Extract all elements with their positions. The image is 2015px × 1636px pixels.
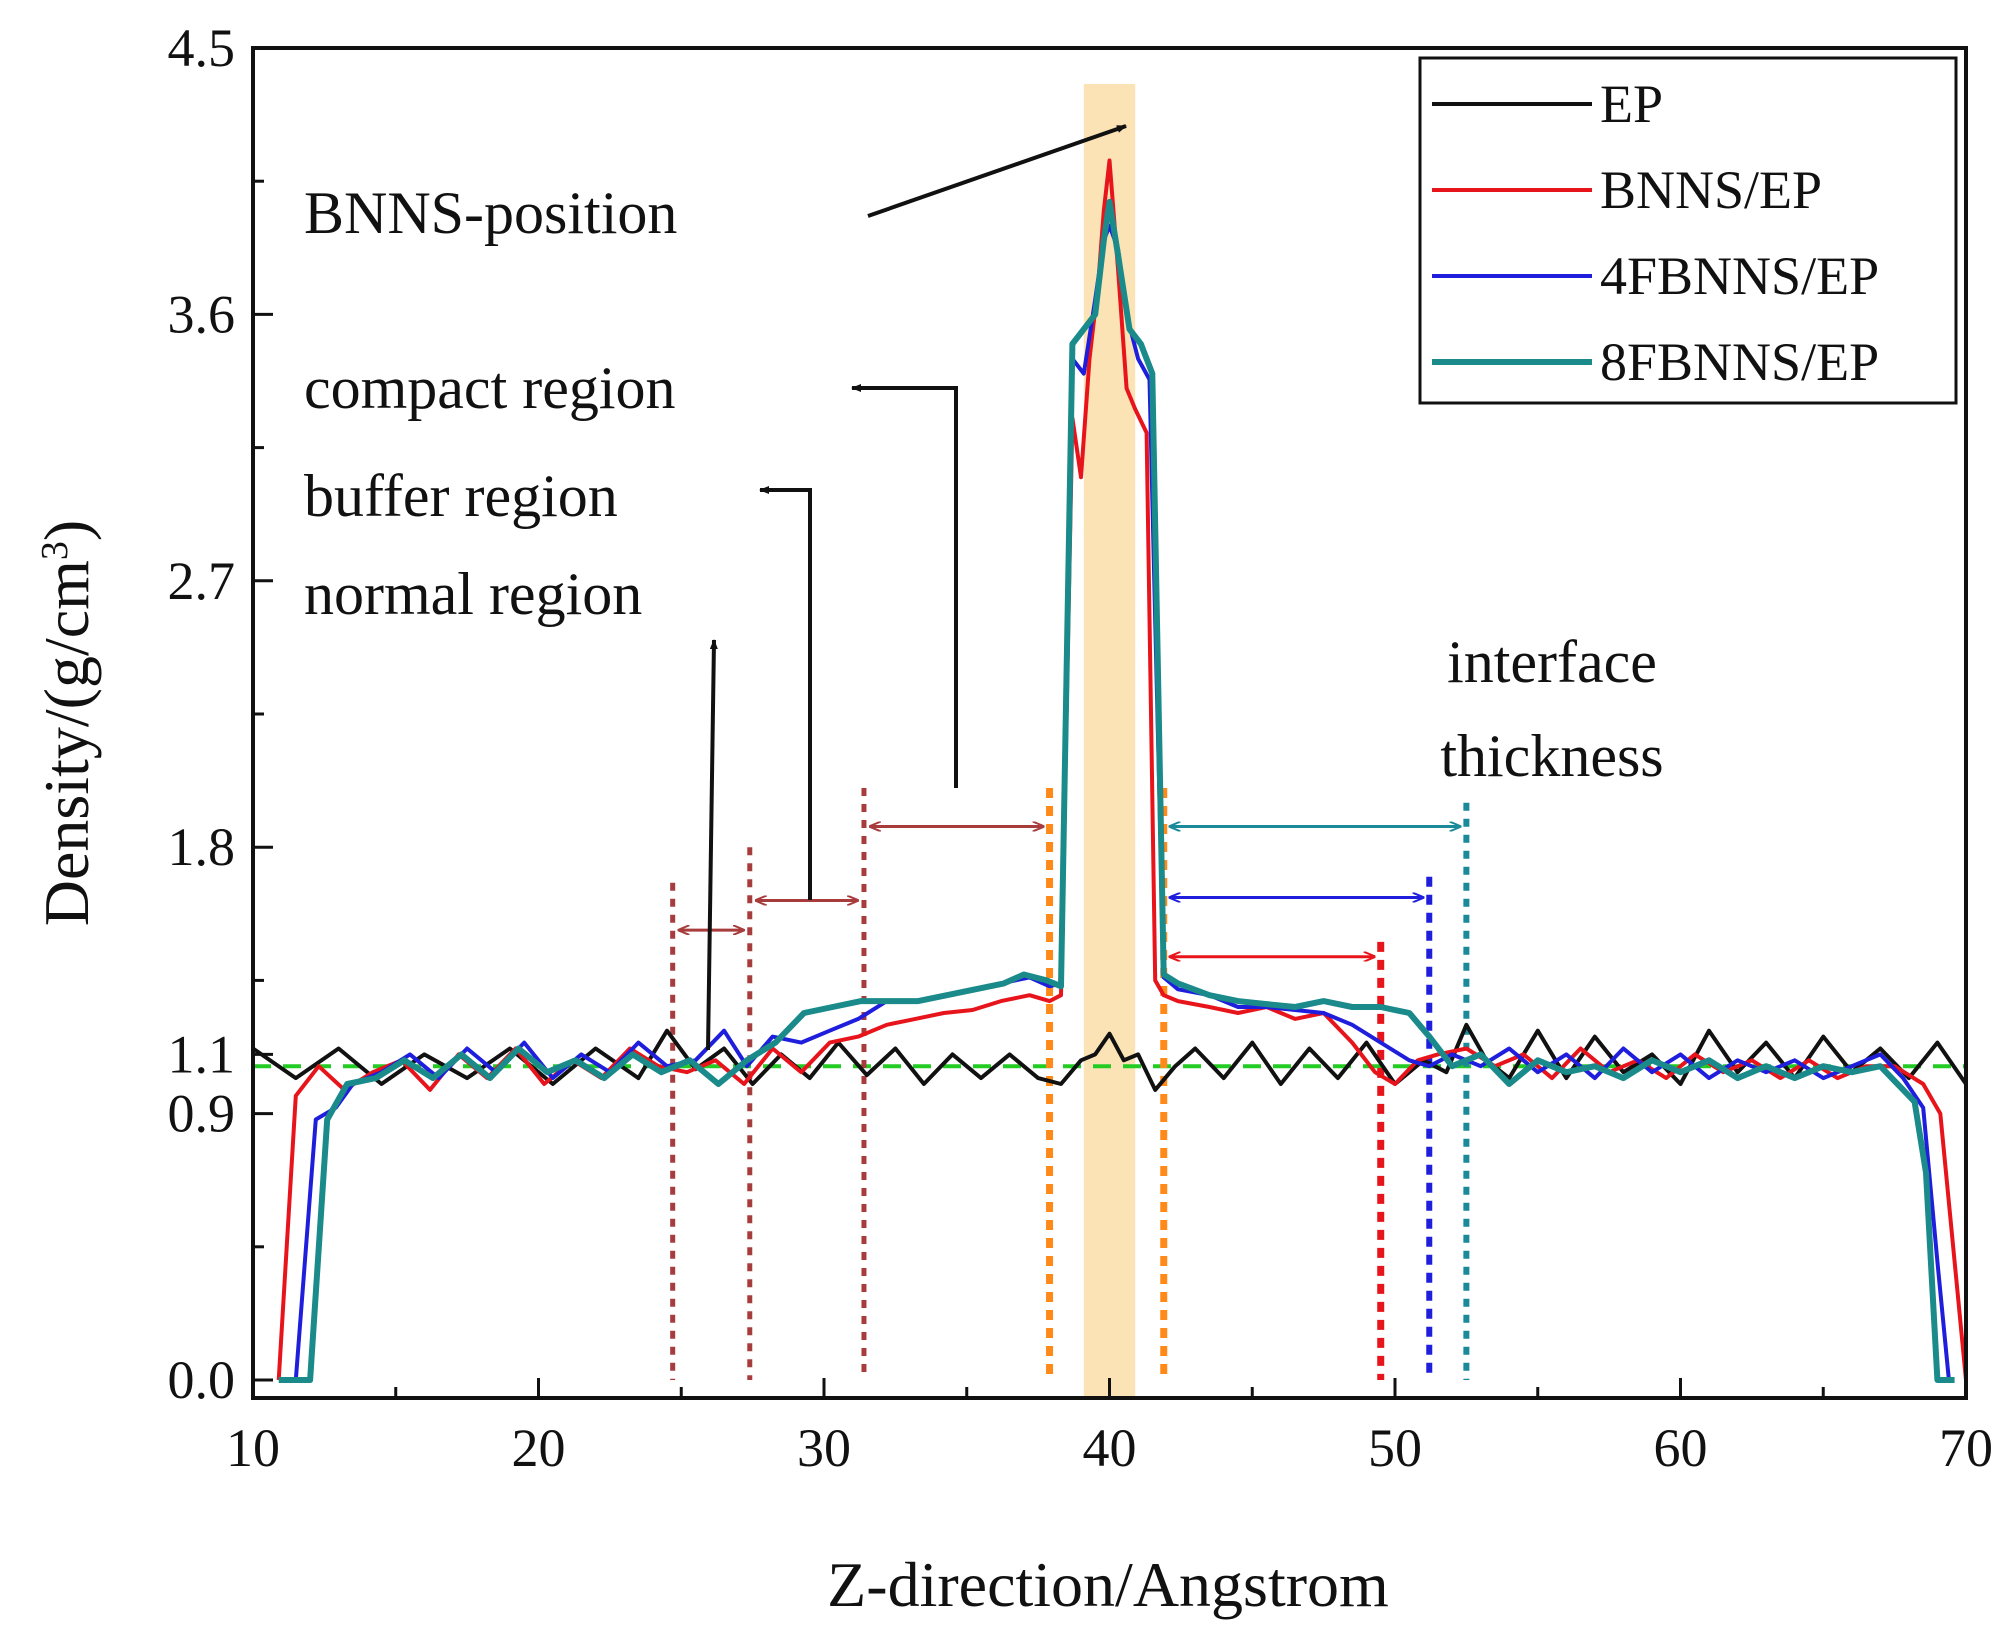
legend-label-2: 4FBNNS/EP xyxy=(1600,246,1879,306)
legend-label-0: EP xyxy=(1600,74,1663,134)
buffer-region-arrow xyxy=(759,486,812,900)
x-tick-label-5: 60 xyxy=(1654,1418,1708,1478)
legend-box xyxy=(1418,56,1958,405)
y-tick-label-3: 1.8 xyxy=(168,817,236,877)
bnns-position-arrow xyxy=(867,124,1127,218)
series-line-0 xyxy=(251,1022,1968,1092)
y-tick-label-0: 0.0 xyxy=(168,1350,236,1410)
normal-region-arrow xyxy=(706,639,718,1051)
interface-thickness-label-line1: interface xyxy=(1447,629,1657,695)
x-tick-label-1: 20 xyxy=(512,1418,566,1478)
x-tick-label-3: 40 xyxy=(1083,1418,1137,1478)
y-tick-label-6: 4.5 xyxy=(168,18,236,78)
series-layer xyxy=(251,158,1968,1383)
series-line-3 xyxy=(278,198,1955,1383)
x-axis-title: Z-direction/Angstrom xyxy=(827,1549,1389,1620)
bnns-position-band xyxy=(1083,84,1136,1398)
x-tick-label-0: 10 xyxy=(226,1418,280,1478)
y-tick-label-1: 0.9 xyxy=(168,1084,236,1144)
axis-ticks xyxy=(251,46,1968,1398)
y-axis-title: Density/(g/cm3) xyxy=(31,520,102,926)
axis-tick-labels: 10 20 30 40 50 60 70 0.0 0.91.1 1.8 2.7 3.6 4.5 xyxy=(168,18,1994,1478)
interface-thickness-label-line2: thickness xyxy=(1440,723,1663,789)
y-tick-label-4: 2.7 xyxy=(168,551,236,611)
bnns-position-label: BNNS-position xyxy=(304,180,677,246)
x-tick-label-4: 50 xyxy=(1368,1418,1422,1478)
x-tick-label-6: 70 xyxy=(1939,1418,1993,1478)
region-marker-lines xyxy=(670,788,1470,1380)
legend: EP BNNS/EP 4FBNNS/EP 8FBNNS/EP xyxy=(1418,56,1958,405)
y-tick-label-5: 3.6 xyxy=(168,284,236,344)
compact-region-label: compact region xyxy=(304,355,676,421)
normal-region-label: normal region xyxy=(304,561,642,627)
y-tick-label-2: 1.1 xyxy=(168,1024,236,1084)
legend-label-3: 8FBNNS/EP xyxy=(1600,332,1879,392)
annotations: BNNS-position compact region buffer regi… xyxy=(304,124,1664,1051)
legend-label-1: BNNS/EP xyxy=(1600,160,1822,220)
compact-region-arrow xyxy=(851,384,958,788)
x-tick-label-2: 30 xyxy=(797,1418,851,1478)
buffer-region-label: buffer region xyxy=(304,463,618,529)
